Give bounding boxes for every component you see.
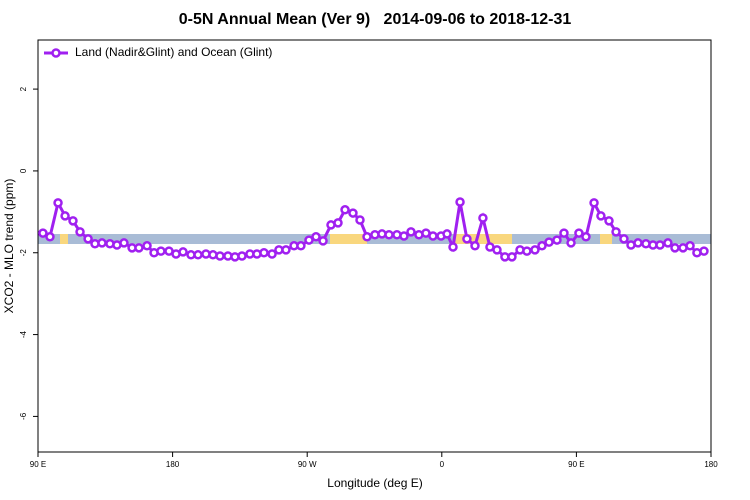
- data-point: [259, 248, 269, 258]
- data-point: [559, 228, 569, 238]
- data-point: [267, 249, 277, 259]
- data-point: [348, 208, 358, 218]
- data-point: [522, 246, 532, 256]
- land-band: [600, 234, 612, 244]
- data-point: [611, 227, 621, 237]
- data-point: [589, 198, 599, 208]
- data-point: [384, 229, 394, 240]
- x-tick-label: 90 E: [30, 460, 46, 469]
- data-point: [142, 241, 152, 251]
- data-point: [318, 236, 328, 246]
- data-point: [83, 234, 93, 244]
- x-tick-label: 90 E: [568, 460, 584, 469]
- data-point: [604, 216, 614, 226]
- data-point: [237, 251, 247, 261]
- data-point: [478, 213, 488, 223]
- series: [38, 197, 709, 262]
- y-tick-label: 0: [19, 168, 28, 173]
- data-point: [566, 238, 576, 248]
- data-point: [399, 231, 409, 241]
- data-point: [60, 211, 70, 221]
- data-point: [492, 245, 502, 255]
- data-point: [507, 252, 517, 262]
- data-point: [68, 216, 78, 226]
- legend-marker: [51, 48, 61, 58]
- data-point: [340, 205, 350, 215]
- y-tick-label: -6: [19, 412, 28, 420]
- data-point: [633, 238, 643, 248]
- y-axis-label: XCO2 - MLO trend (ppm): [2, 179, 16, 314]
- x-axis-label: Longitude (deg E): [327, 476, 422, 490]
- y-tick-label: 2: [19, 86, 28, 91]
- data-point: [362, 232, 372, 242]
- x-tick-label: 90 W: [298, 460, 317, 469]
- x-tick-label: 180: [704, 460, 718, 469]
- data-point: [75, 227, 85, 237]
- data-point: [537, 241, 547, 251]
- data-point: [552, 235, 562, 245]
- data-point: [156, 246, 166, 256]
- x-tick-label: 0: [440, 460, 445, 469]
- data-point: [663, 238, 673, 248]
- data-point: [38, 228, 48, 238]
- land-band: [60, 234, 68, 244]
- y-tick-label: -4: [19, 330, 28, 338]
- data-point: [574, 228, 584, 238]
- data-point: [619, 234, 629, 244]
- data-point: [215, 251, 225, 261]
- data-point: [685, 241, 695, 251]
- data-point: [455, 197, 465, 207]
- data-point: [178, 247, 188, 257]
- data-point: [655, 240, 665, 250]
- data-point: [581, 232, 591, 242]
- legend-label: Land (Nadir&Glint) and Ocean (Glint): [75, 45, 272, 59]
- data-point: [462, 234, 472, 244]
- data-point: [134, 243, 144, 253]
- data-point: [281, 245, 291, 255]
- data-point: [304, 235, 314, 245]
- x-tick-label: 180: [166, 460, 180, 469]
- data-point: [45, 232, 55, 242]
- data-point: [333, 218, 343, 228]
- data-point: [442, 229, 452, 239]
- data-point: [530, 245, 540, 255]
- data-point: [699, 246, 709, 256]
- land-band: [330, 234, 367, 244]
- data-point: [193, 250, 203, 260]
- data-point: [296, 241, 306, 251]
- data-point: [470, 241, 480, 251]
- data-point: [428, 231, 438, 241]
- data-point: [311, 232, 321, 242]
- chart-title: 0-5N Annual Mean (Ver 9) 2014-09-06 to 2…: [179, 11, 572, 28]
- data-point: [544, 237, 554, 247]
- land-band: [455, 234, 512, 244]
- data-point: [355, 215, 365, 225]
- data-point: [670, 243, 680, 253]
- data-point: [119, 238, 129, 248]
- data-point: [406, 227, 416, 237]
- data-point: [596, 211, 606, 221]
- data-point: [448, 242, 458, 252]
- data-point: [97, 238, 107, 248]
- y-tick-label: -2: [19, 249, 28, 257]
- plot-frame: [37, 39, 712, 453]
- data-point: [53, 198, 63, 208]
